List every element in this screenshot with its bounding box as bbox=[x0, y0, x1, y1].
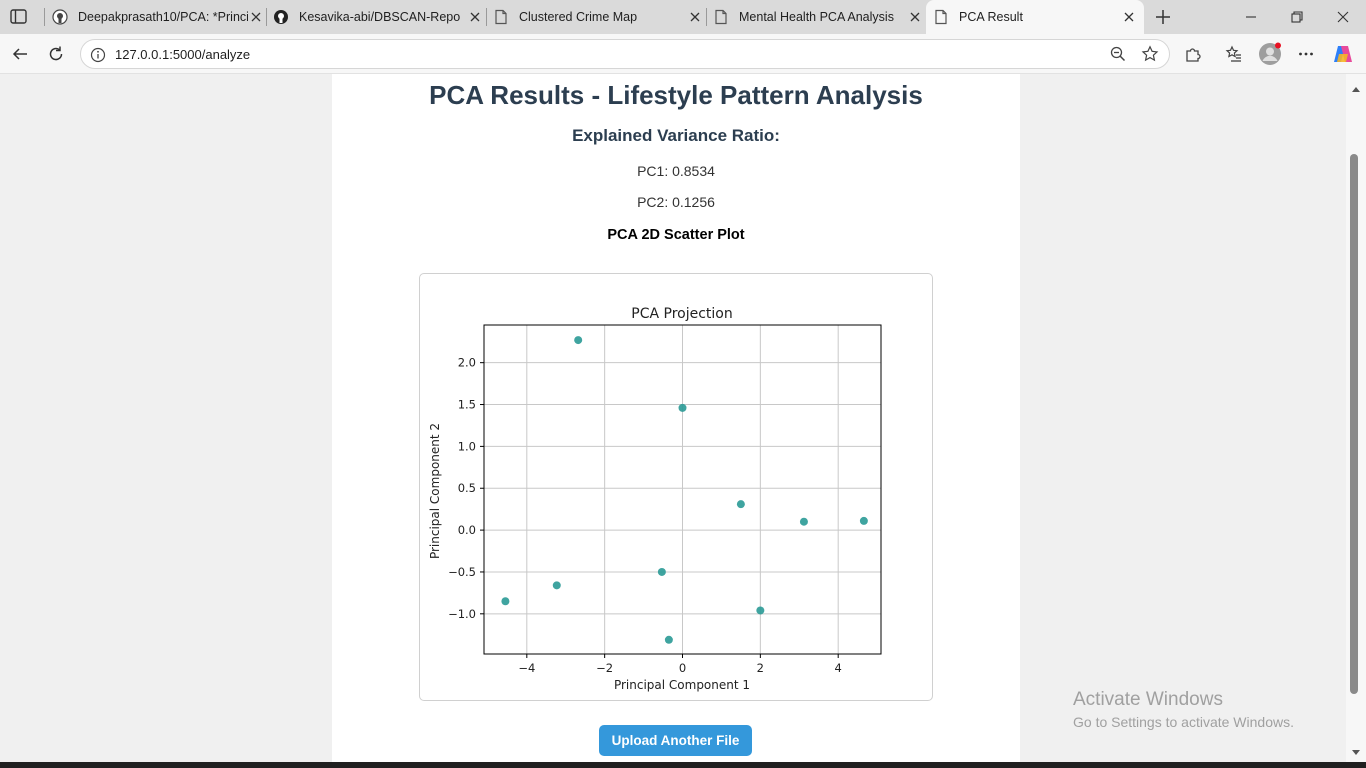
x-tick-label: 0 bbox=[679, 661, 686, 675]
tab-pca-result[interactable]: PCA Result bbox=[926, 0, 1144, 34]
vertical-scrollbar[interactable] bbox=[1346, 74, 1366, 762]
result-card: PCA Results - Lifestyle Pattern Analysis… bbox=[332, 74, 1020, 762]
close-icon[interactable] bbox=[467, 9, 483, 25]
page-icon bbox=[713, 9, 729, 25]
x-axis-label: Principal Component 1 bbox=[614, 678, 750, 692]
y-tick-label: 1.5 bbox=[458, 398, 476, 412]
tab-title: Clustered Crime Map bbox=[519, 10, 638, 24]
grid-layer bbox=[484, 325, 881, 654]
favorites-icon[interactable] bbox=[1223, 43, 1245, 65]
pc2-variance: PC2: 0.1256 bbox=[637, 194, 715, 210]
tab-separator bbox=[706, 8, 707, 26]
page-icon bbox=[493, 9, 509, 25]
y-tick-label: 2.0 bbox=[458, 356, 476, 370]
new-tab-icon[interactable] bbox=[1152, 6, 1174, 28]
close-icon[interactable] bbox=[248, 9, 264, 25]
github-icon bbox=[52, 9, 68, 25]
y-tick-label: 1.0 bbox=[458, 439, 476, 453]
pc1-variance: PC1: 0.8534 bbox=[637, 163, 715, 179]
tab-mental-health[interactable]: Mental Health PCA Analysis bbox=[713, 0, 923, 34]
site-info-icon[interactable] bbox=[90, 47, 106, 63]
github-icon bbox=[273, 9, 289, 25]
copilot-icon[interactable] bbox=[1332, 43, 1354, 65]
y-tick-label: 0.5 bbox=[458, 481, 476, 495]
tab-title: Kesavika-abi/DBSCAN-Repo bbox=[299, 10, 461, 24]
close-window-icon[interactable] bbox=[1320, 0, 1366, 34]
tab-separator bbox=[266, 8, 267, 26]
variance-heading: Explained Variance Ratio: bbox=[572, 126, 780, 145]
x-tick-label: 4 bbox=[835, 661, 842, 675]
close-icon[interactable] bbox=[907, 9, 923, 25]
tab-title: PCA Result bbox=[959, 10, 1023, 24]
data-point bbox=[799, 517, 808, 526]
tab-github-pca[interactable]: Deepakprasath10/PCA: *Princi bbox=[52, 0, 264, 34]
scroll-down-arrow-icon[interactable] bbox=[1351, 744, 1361, 762]
reload-icon[interactable] bbox=[45, 43, 67, 65]
more-options-icon[interactable] bbox=[1295, 43, 1317, 65]
x-tick-label: 2 bbox=[757, 661, 764, 675]
browser-toolbar: 127.0.0.1:5000/analyze bbox=[0, 34, 1366, 74]
address-bar[interactable]: 127.0.0.1:5000/analyze bbox=[80, 39, 1170, 69]
tab-crime-map[interactable]: Clustered Crime Map bbox=[493, 0, 703, 34]
tab-github-dbscan[interactable]: Kesavika-abi/DBSCAN-Repo bbox=[273, 0, 483, 34]
scroll-up-arrow-icon[interactable] bbox=[1351, 80, 1361, 98]
minimize-icon[interactable] bbox=[1228, 0, 1274, 34]
data-point bbox=[678, 403, 687, 412]
x-tick-label: −4 bbox=[518, 661, 535, 675]
y-tick-label: −0.5 bbox=[448, 565, 476, 579]
taskbar-edge bbox=[0, 762, 1366, 768]
restore-icon[interactable] bbox=[1274, 0, 1320, 34]
data-point bbox=[664, 635, 673, 644]
zoom-out-icon[interactable] bbox=[1107, 43, 1129, 65]
data-point bbox=[756, 606, 765, 615]
y-tick-label: 0.0 bbox=[458, 523, 476, 537]
y-tick-label: −1.0 bbox=[448, 607, 476, 621]
point-layer bbox=[501, 336, 868, 644]
y-axis-label: Principal Component 2 bbox=[428, 423, 442, 559]
extensions-icon[interactable] bbox=[1182, 43, 1204, 65]
data-point bbox=[501, 597, 510, 606]
page-icon bbox=[933, 9, 949, 25]
data-point bbox=[859, 516, 868, 525]
back-icon[interactable] bbox=[9, 43, 31, 65]
data-point bbox=[736, 500, 745, 509]
tab-title: Mental Health PCA Analysis bbox=[739, 10, 894, 24]
tick-layer: −4 −2 0 2 4 −1.0 −0.5 0.0 0.5 1.0 1.5 2.0 bbox=[448, 356, 842, 675]
close-icon[interactable] bbox=[687, 9, 703, 25]
tab-separator bbox=[486, 8, 487, 26]
tab-title: Deepakprasath10/PCA: *Princi bbox=[78, 10, 248, 24]
tab-separator bbox=[44, 8, 45, 26]
favorite-star-icon[interactable] bbox=[1139, 43, 1161, 65]
page-title: PCA Results - Lifestyle Pattern Analysis bbox=[429, 80, 923, 110]
activation-watermark-title: Activate Windows bbox=[1073, 689, 1223, 710]
tab-actions-icon[interactable] bbox=[8, 7, 30, 27]
url-text[interactable]: 127.0.0.1:5000/analyze bbox=[115, 47, 251, 62]
activation-watermark-subtitle: Go to Settings to activate Windows. bbox=[1073, 714, 1294, 730]
data-point bbox=[552, 581, 561, 590]
x-tick-label: −2 bbox=[596, 661, 613, 675]
data-point bbox=[657, 567, 666, 576]
scrollbar-thumb[interactable] bbox=[1350, 154, 1358, 694]
close-icon[interactable] bbox=[1121, 9, 1137, 25]
tab-strip: Deepakprasath10/PCA: *Princi Kesavika-ab… bbox=[0, 0, 1366, 34]
profile-avatar-icon[interactable] bbox=[1258, 42, 1282, 66]
scatter-plot: PCA Projection −4 −2 0 2 4 −1.0 −0.5 0.0 0.5 1.0 1… bbox=[428, 306, 882, 692]
chart-title: PCA Projection bbox=[631, 306, 732, 322]
page-viewport: PCA Results - Lifestyle Pattern Analysis… bbox=[4, 74, 1346, 762]
upload-another-file-button[interactable]: Upload Another File bbox=[599, 725, 752, 756]
scatter-plot-container: PCA Projection −4 −2 0 2 4 −1.0 −0.5 0.0 0.5 1.0 1… bbox=[419, 273, 933, 701]
plot-heading: PCA 2D Scatter Plot bbox=[607, 227, 745, 243]
data-point bbox=[574, 336, 583, 345]
